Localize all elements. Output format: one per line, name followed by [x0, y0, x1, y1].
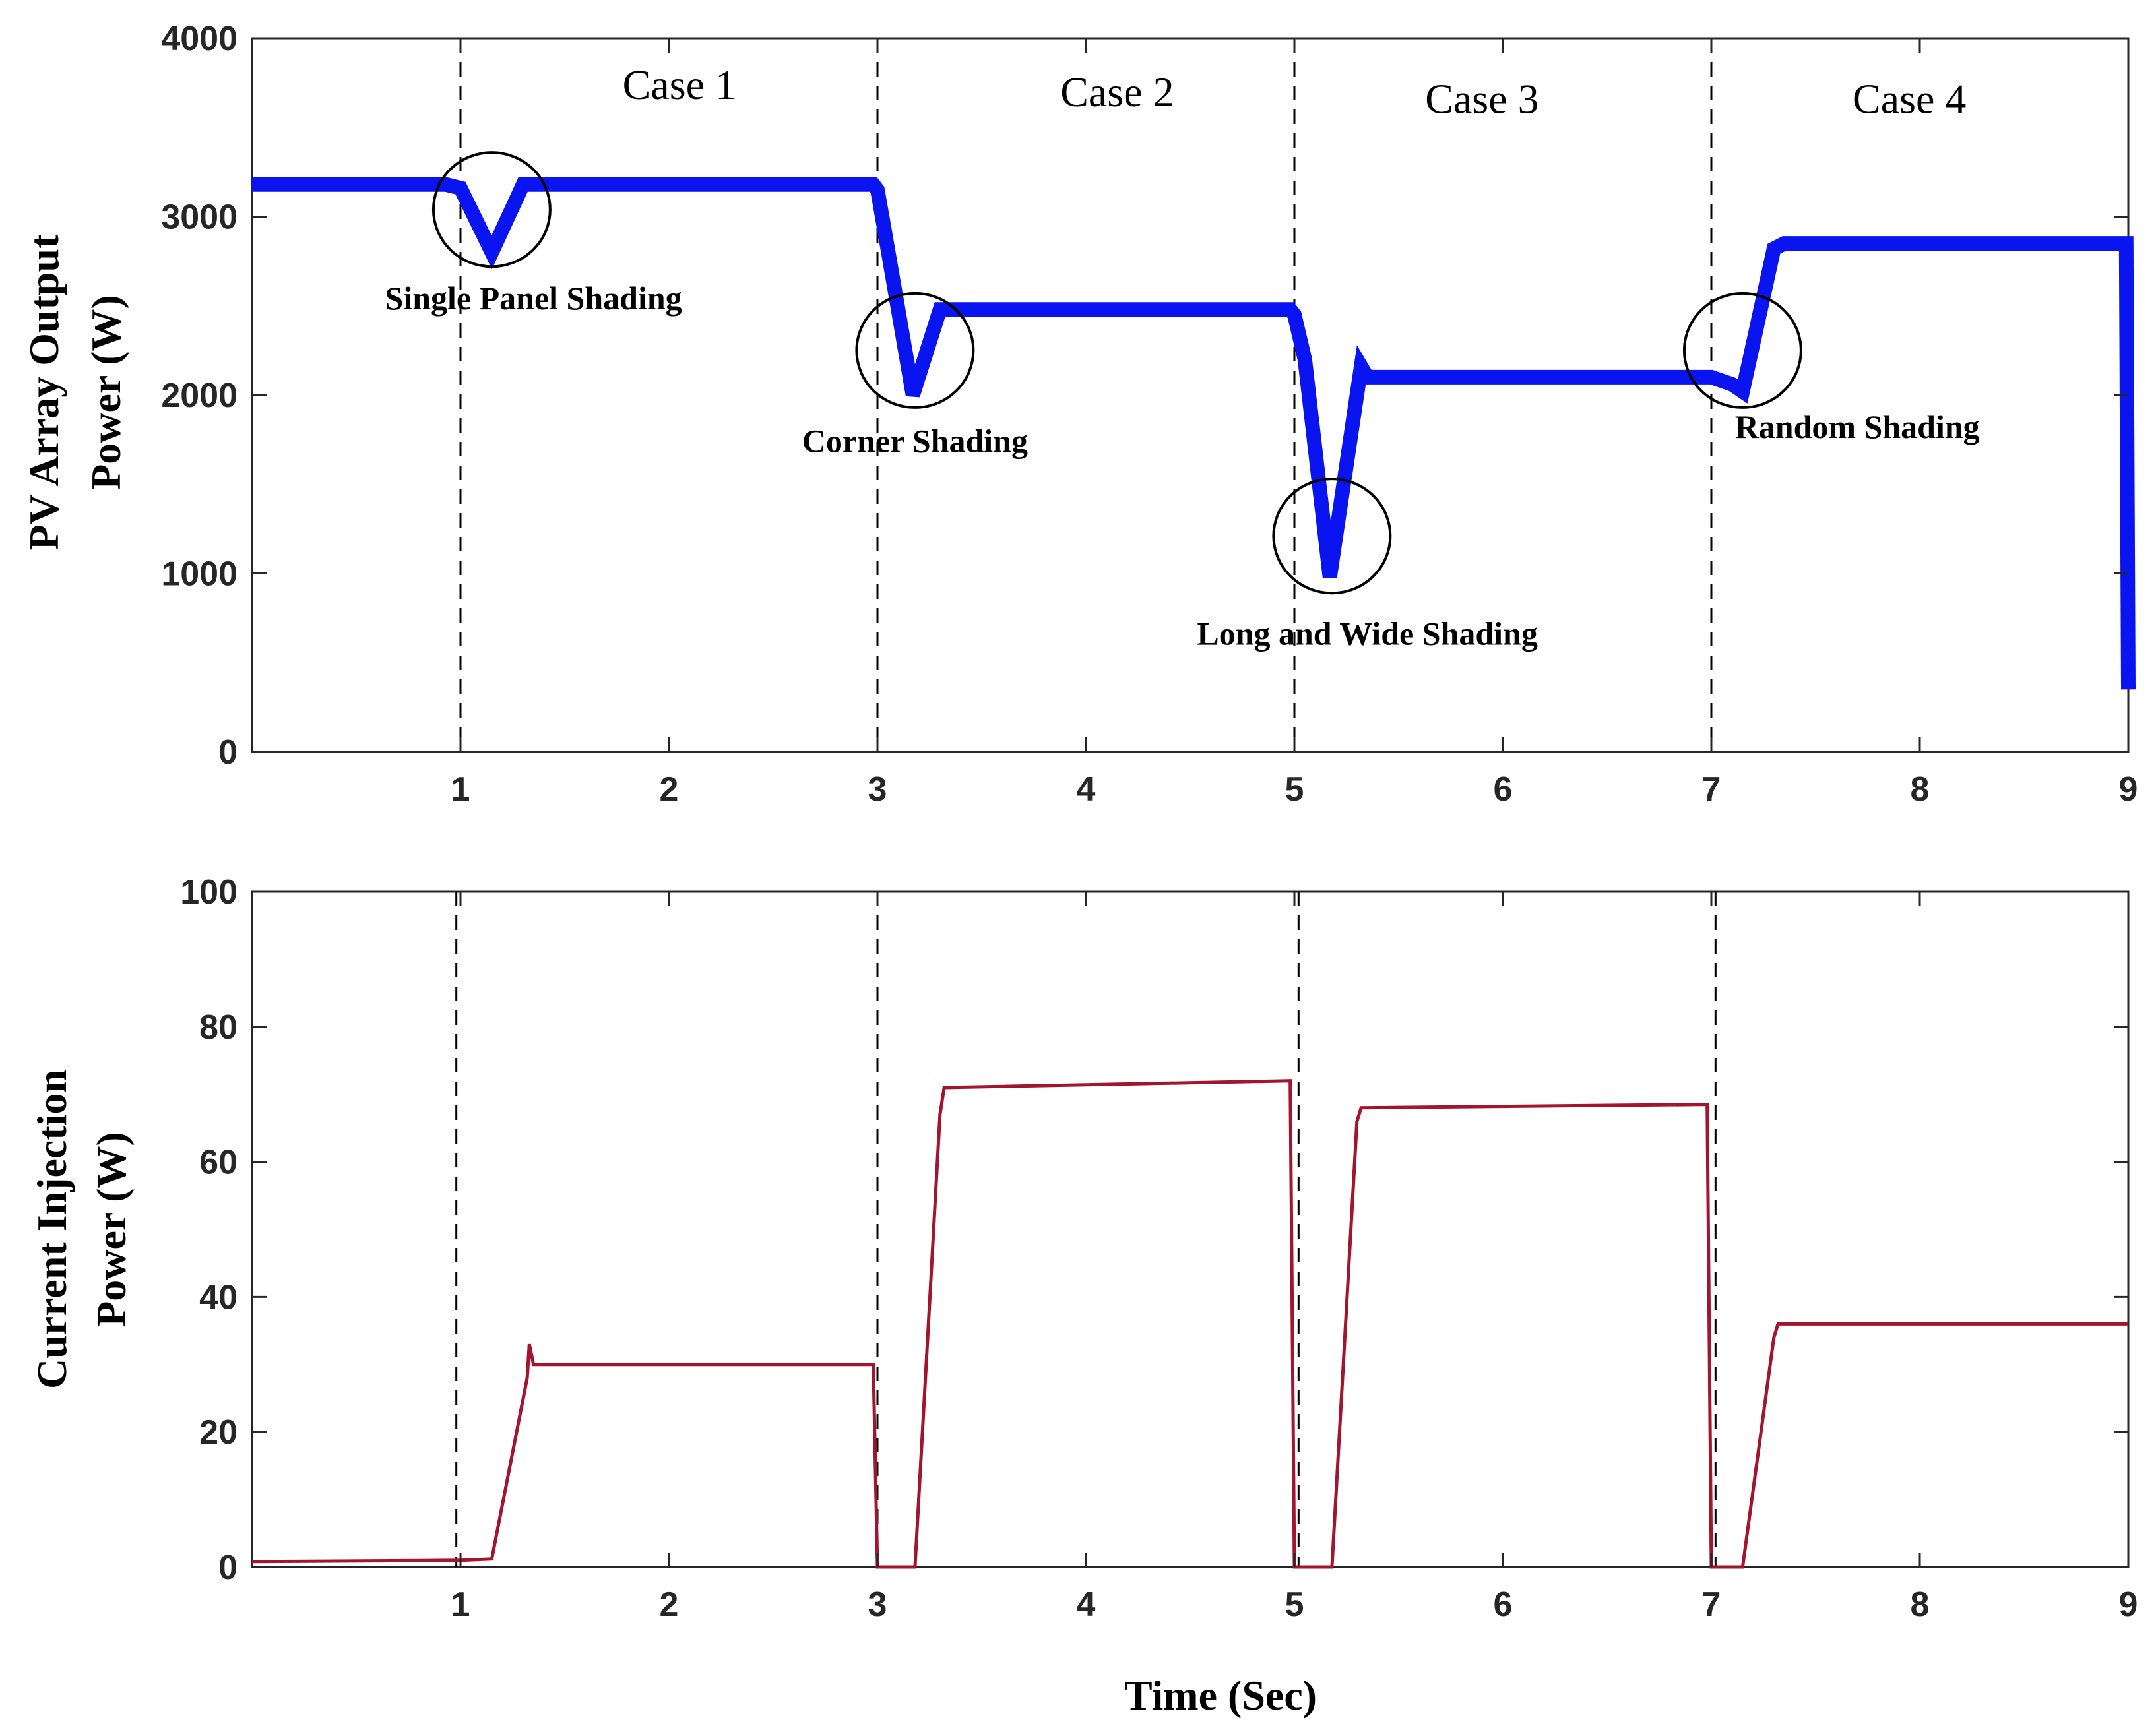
top-y-tick-label: 4000	[161, 20, 238, 58]
bottom-y-tick-label: 100	[180, 873, 238, 911]
bottom-series-line-1	[251, 1079, 2128, 1569]
case-label-2: Case 2	[1060, 69, 1174, 115]
top-y-tick-label: 2000	[161, 377, 238, 415]
bottom-y-tick-label: 40	[199, 1278, 238, 1316]
top-x-tick-label: 3	[868, 770, 887, 809]
case-label-3: Case 3	[1425, 76, 1538, 123]
case-label-1: Case 1	[623, 61, 736, 108]
shading-annotation-label-4: Random Shading	[1735, 408, 1980, 445]
bottom-x-ticks: 1 2 3 4 5 6 7 8 9	[451, 892, 2138, 1624]
top-y-tick-label: 3000	[161, 199, 238, 237]
top-chart-panel: Case 1 Case 2 Case 3 Case 4 Single Panel Sha…	[20, 20, 2138, 809]
top-x-tick-label: 6	[1494, 770, 1513, 809]
bottom-y-axis-title-line-1: Current Injection	[28, 1070, 75, 1389]
bottom-y-tick-label: 0	[218, 1549, 238, 1587]
top-series-line-1	[252, 177, 2136, 690]
x-axis-title: Time (Sec)	[1124, 1672, 1317, 1719]
top-x-tick-label: 2	[660, 770, 679, 809]
top-x-ticks: 1 2 3 4 5 6 7 8 9	[451, 38, 2138, 809]
top-y-axis-title-line-2: Power (W)	[82, 295, 129, 490]
shading-annotation-circle-3	[1272, 478, 1392, 595]
bottom-y-tick-label: 80	[199, 1008, 238, 1047]
top-annotations: Case 1 Case 2 Case 3 Case 4 Single Panel Sha…	[385, 61, 1980, 652]
bottom-x-tick-label: 4	[1077, 1586, 1096, 1624]
top-series-group	[252, 177, 2136, 690]
top-case-dividers	[459, 38, 1713, 752]
top-x-tick-label: 5	[1285, 770, 1304, 809]
shading-annotation-circle-1	[431, 151, 552, 268]
top-y-axis-title-line-1: PV Array Output	[20, 234, 67, 551]
shading-annotation-label-2: Corner Shading	[802, 423, 1028, 460]
bottom-x-tick-label: 8	[1911, 1586, 1930, 1624]
bottom-y-tick-label: 60	[199, 1144, 238, 1182]
top-x-tick-label: 1	[451, 770, 470, 809]
shading-annotation-circle-4	[1682, 292, 1802, 409]
top-x-tick-label: 8	[1911, 770, 1930, 809]
bottom-x-tick-label: 1	[451, 1586, 470, 1624]
bottom-x-tick-label: 2	[660, 1586, 679, 1624]
shading-annotation-label-1: Single Panel Shading	[385, 280, 682, 317]
bottom-y-ticks: 0 20 40 60 80 100	[180, 873, 2128, 1587]
bottom-case-dividers	[455, 892, 1717, 1567]
top-y-ticks: 0 1000 2000 3000 4000	[161, 20, 2128, 772]
shading-annotation-label-3: Long and Wide Shading	[1197, 615, 1537, 652]
case-label-4: Case 4	[1853, 76, 1966, 123]
top-y-tick-label: 0	[218, 733, 238, 772]
shading-annotation-circle-2	[855, 292, 975, 409]
bottom-x-tick-label: 6	[1494, 1586, 1513, 1624]
bottom-y-tick-label: 20	[199, 1413, 238, 1452]
top-y-tick-label: 1000	[161, 555, 238, 594]
bottom-x-tick-label: 5	[1285, 1586, 1304, 1624]
bottom-y-axis-title-line-2: Power (W)	[88, 1132, 135, 1327]
top-x-tick-label: 9	[2119, 770, 2138, 809]
top-plot-area	[251, 37, 2130, 753]
top-x-tick-label: 7	[1702, 770, 1721, 809]
top-x-tick-label: 4	[1077, 770, 1096, 809]
bottom-x-tick-label: 3	[868, 1586, 887, 1624]
bottom-x-tick-label: 9	[2119, 1586, 2138, 1624]
bottom-x-tick-label: 7	[1702, 1586, 1721, 1624]
bottom-series-group	[251, 1079, 2128, 1569]
bottom-chart-panel: 1 2 3 4 5 6 7 8 9 0 20 40 60 80 100 Current Injection…	[28, 873, 2138, 1719]
bottom-plot-area	[251, 890, 2130, 1568]
